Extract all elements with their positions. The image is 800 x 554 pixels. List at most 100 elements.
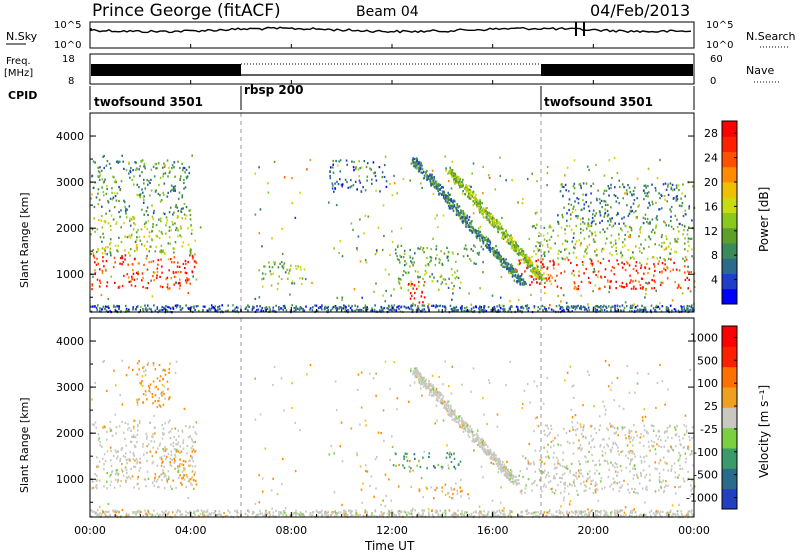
data-cell (557, 459, 559, 462)
data-cell (137, 305, 139, 308)
data-cell (450, 486, 452, 490)
data-cell (423, 304, 426, 307)
data-cell (617, 434, 619, 437)
data-cell (194, 479, 197, 482)
data-cell (551, 490, 554, 493)
data-cell (527, 462, 530, 466)
data-cell (181, 463, 183, 466)
data-cell (633, 211, 635, 214)
data-cell (138, 469, 140, 472)
data-cell (116, 305, 118, 308)
data-cell (672, 227, 675, 231)
data-cell (635, 269, 638, 272)
data-cell (590, 262, 592, 265)
data-cell (597, 305, 599, 308)
data-cell (510, 476, 512, 479)
data-cell (636, 177, 639, 180)
data-cell (157, 447, 159, 450)
data-cell (599, 211, 601, 214)
data-cell (635, 473, 638, 476)
data-cell (670, 186, 673, 189)
data-cell (625, 225, 627, 228)
data-cell (374, 253, 377, 256)
data-cell (191, 483, 193, 486)
data-cell (603, 230, 606, 233)
data-cell (156, 377, 159, 380)
data-cell (113, 305, 115, 308)
data-cell (504, 266, 506, 269)
data-cell (445, 195, 448, 198)
data-cell (552, 477, 555, 480)
data-cell (511, 240, 513, 243)
data-cell (478, 237, 481, 240)
nsky-label: N.Sky (6, 30, 38, 43)
data-cell (511, 245, 513, 248)
data-cell (623, 309, 625, 312)
data-cell (683, 308, 686, 311)
data-cell (674, 250, 676, 253)
data-cell (363, 232, 365, 235)
data-cell (430, 394, 433, 397)
data-cell (636, 304, 639, 307)
data-cell (469, 188, 471, 191)
data-cell (516, 479, 518, 482)
data-cell (159, 250, 161, 253)
data-cell (556, 274, 558, 277)
data-cell (177, 229, 179, 232)
data-cell (149, 421, 151, 424)
data-cell (416, 372, 419, 375)
data-cell (143, 235, 145, 238)
data-cell (414, 252, 416, 255)
data-cell (644, 306, 647, 309)
data-cell (135, 231, 138, 234)
data-cell (367, 215, 370, 218)
data-cell (662, 490, 665, 494)
data-cell (343, 304, 345, 307)
data-cell (549, 260, 551, 263)
data-cell (91, 284, 94, 287)
data-cell (143, 365, 145, 368)
data-cell (437, 182, 440, 186)
data-cell (485, 309, 488, 313)
data-cell (567, 305, 569, 308)
data-cell (566, 224, 568, 228)
data-cell (470, 259, 472, 262)
data-cell (471, 433, 474, 436)
data-cell (106, 472, 108, 475)
data-cell (576, 216, 579, 219)
data-cell (177, 450, 180, 453)
data-cell (129, 169, 131, 172)
data-cell (399, 254, 401, 257)
data-cell (511, 473, 514, 477)
data-cell (573, 482, 576, 485)
data-cell (687, 447, 689, 450)
data-cell (605, 306, 608, 310)
data-cell (143, 478, 146, 481)
data-cell (165, 232, 167, 235)
data-cell (682, 477, 685, 480)
data-cell (275, 304, 277, 307)
data-cell (674, 471, 676, 474)
data-cell (354, 167, 357, 170)
data-cell (168, 398, 170, 401)
data-cell (570, 228, 573, 231)
data-cell (511, 274, 514, 277)
data-cell (659, 302, 661, 305)
station-title: Prince George (fitACF) (92, 1, 281, 21)
nsky-panel: N.Sky 10^5 10^0 10^5 10^0 N.Search (6, 20, 796, 51)
data-cell (581, 475, 584, 478)
data-cell (341, 255, 344, 258)
data-cell (548, 224, 551, 227)
data-cell (588, 441, 591, 444)
data-cell (648, 281, 650, 284)
data-cell (446, 196, 449, 199)
data-cell (627, 488, 629, 491)
data-cell (517, 248, 520, 251)
data-cell (451, 298, 453, 301)
data-cell (305, 305, 307, 308)
data-cell (500, 275, 503, 278)
data-cell (154, 386, 156, 389)
colorbar-swatch (722, 166, 737, 183)
data-cell (495, 454, 497, 457)
data-cell (489, 217, 491, 220)
